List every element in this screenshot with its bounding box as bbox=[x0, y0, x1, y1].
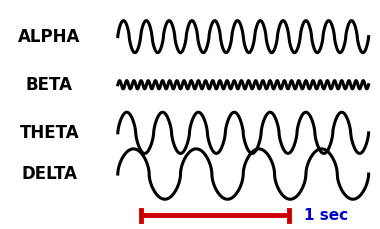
Text: ALPHA: ALPHA bbox=[18, 28, 81, 46]
Text: THETA: THETA bbox=[20, 124, 79, 142]
Text: DELTA: DELTA bbox=[21, 165, 78, 183]
Text: BETA: BETA bbox=[26, 76, 73, 94]
Text: 1 sec: 1 sec bbox=[304, 208, 348, 223]
